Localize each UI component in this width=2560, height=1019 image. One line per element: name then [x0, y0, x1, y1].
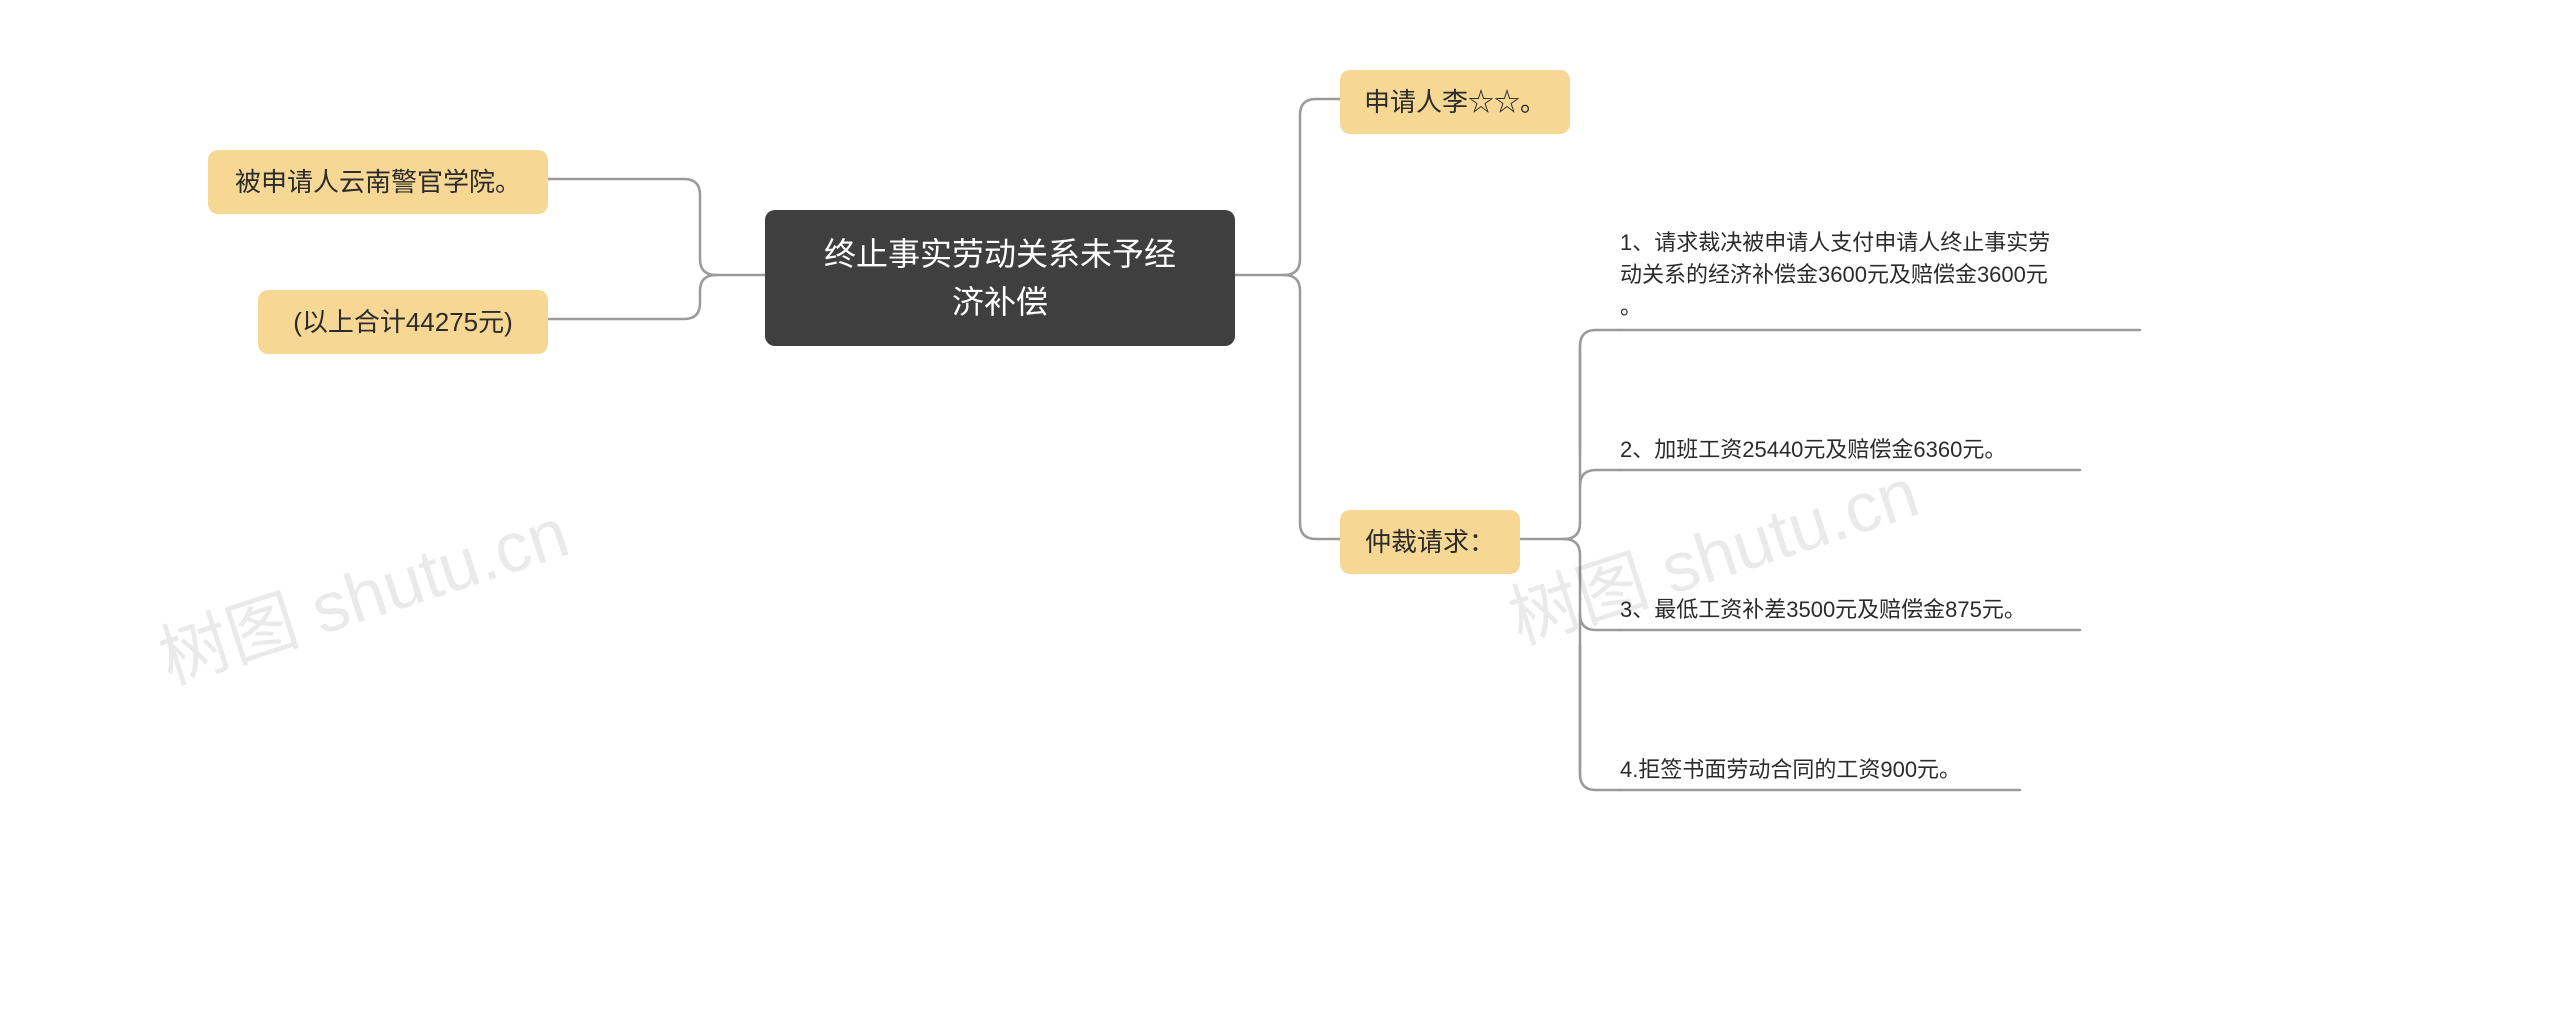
leaf-claim-2: 2、加班工资25440元及赔偿金6360元。 — [1620, 430, 2080, 470]
leaf-claim-3-text: 3、最低工资补差3500元及赔偿金875元。 — [1620, 594, 2026, 626]
branch-applicant-text: 申请人李☆☆。 — [1364, 84, 1546, 120]
leaf-claim-2-text: 2、加班工资25440元及赔偿金6360元。 — [1620, 434, 2006, 466]
leaf-claim-4-text: 4.拒签书面劳动合同的工资900元。 — [1620, 754, 1961, 786]
watermark-1: 树图 shutu.cn — [145, 477, 580, 704]
root-text: 终止事实劳动关系未予经济补偿 — [824, 230, 1176, 326]
root-node: 终止事实劳动关系未予经济补偿 — [765, 210, 1235, 346]
branch-total: (以上合计44275元) — [258, 290, 548, 354]
leaf-claim-1-text: 1、请求裁决被申请人支付申请人终止事实劳动关系的经济补偿金3600元及赔偿金36… — [1620, 227, 2050, 323]
branch-applicant: 申请人李☆☆。 — [1340, 70, 1570, 134]
branch-claims: 仲裁请求： — [1340, 510, 1520, 574]
branch-total-text: (以上合计44275元) — [293, 304, 513, 340]
leaf-claim-1: 1、请求裁决被申请人支付申请人终止事实劳动关系的经济补偿金3600元及赔偿金36… — [1620, 220, 2140, 330]
branch-claims-text: 仲裁请求： — [1365, 524, 1495, 560]
leaf-claim-4: 4.拒签书面劳动合同的工资900元。 — [1620, 750, 2020, 790]
branch-respondent: 被申请人云南警官学院。 — [208, 150, 548, 214]
leaf-claim-3: 3、最低工资补差3500元及赔偿金875元。 — [1620, 590, 2080, 630]
branch-respondent-text: 被申请人云南警官学院。 — [235, 164, 521, 200]
